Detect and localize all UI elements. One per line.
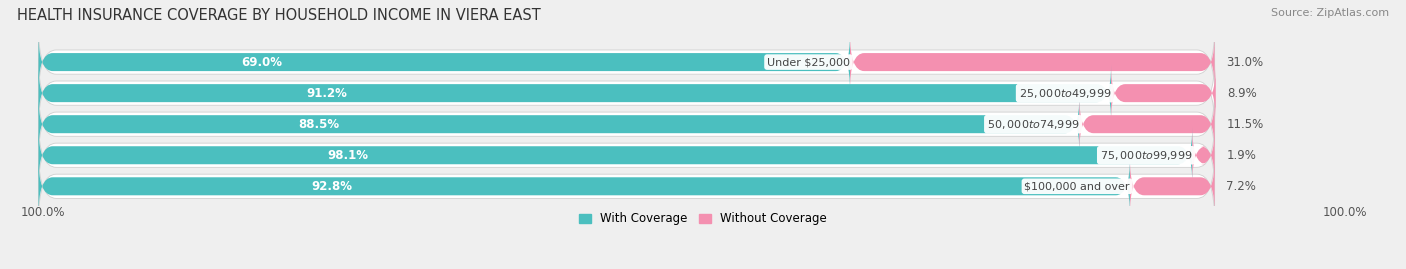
FancyBboxPatch shape: [1130, 158, 1215, 215]
Text: Source: ZipAtlas.com: Source: ZipAtlas.com: [1271, 8, 1389, 18]
Text: 1.9%: 1.9%: [1226, 149, 1256, 162]
Text: 92.8%: 92.8%: [311, 180, 353, 193]
FancyBboxPatch shape: [1192, 127, 1215, 183]
Text: 88.5%: 88.5%: [298, 118, 340, 131]
Text: 91.2%: 91.2%: [307, 87, 347, 100]
Text: 100.0%: 100.0%: [1323, 207, 1368, 220]
Text: HEALTH INSURANCE COVERAGE BY HOUSEHOLD INCOME IN VIERA EAST: HEALTH INSURANCE COVERAGE BY HOUSEHOLD I…: [17, 8, 541, 23]
FancyBboxPatch shape: [38, 65, 1111, 121]
FancyBboxPatch shape: [38, 127, 1192, 183]
FancyBboxPatch shape: [851, 34, 1215, 90]
FancyBboxPatch shape: [38, 96, 1080, 153]
FancyBboxPatch shape: [38, 121, 1215, 190]
Text: 11.5%: 11.5%: [1226, 118, 1264, 131]
Text: Under $25,000: Under $25,000: [768, 57, 851, 67]
FancyBboxPatch shape: [38, 152, 1215, 221]
Text: $75,000 to $99,999: $75,000 to $99,999: [1099, 149, 1192, 162]
Text: 8.9%: 8.9%: [1227, 87, 1257, 100]
Text: 69.0%: 69.0%: [242, 56, 283, 69]
FancyBboxPatch shape: [38, 90, 1215, 159]
FancyBboxPatch shape: [38, 59, 1215, 128]
FancyBboxPatch shape: [38, 28, 1215, 97]
FancyBboxPatch shape: [38, 158, 1130, 215]
FancyBboxPatch shape: [1111, 65, 1216, 121]
Text: 100.0%: 100.0%: [21, 207, 66, 220]
Text: 7.2%: 7.2%: [1226, 180, 1256, 193]
Text: $50,000 to $74,999: $50,000 to $74,999: [987, 118, 1080, 131]
Text: $100,000 and over: $100,000 and over: [1025, 181, 1130, 191]
Text: 31.0%: 31.0%: [1226, 56, 1264, 69]
FancyBboxPatch shape: [1080, 96, 1215, 153]
FancyBboxPatch shape: [38, 34, 851, 90]
Legend: With Coverage, Without Coverage: With Coverage, Without Coverage: [574, 208, 832, 230]
Text: $25,000 to $49,999: $25,000 to $49,999: [1018, 87, 1111, 100]
Text: 98.1%: 98.1%: [328, 149, 368, 162]
